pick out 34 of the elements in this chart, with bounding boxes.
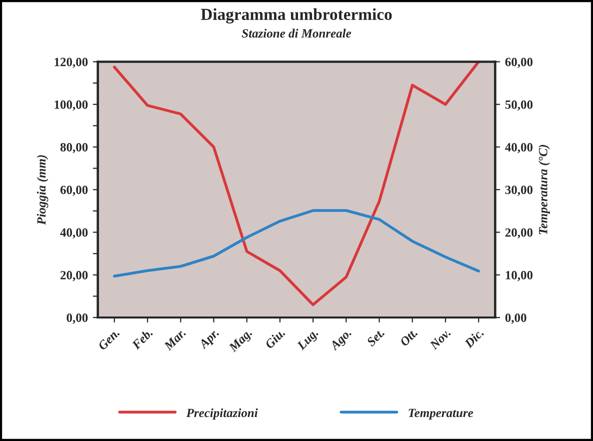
y2-tick-label: 10,00 <box>506 270 533 282</box>
y-tick-label: 120,00 <box>54 58 88 68</box>
y-tick-label: 100,00 <box>54 100 88 111</box>
x-tick-label: Ago. <box>329 328 354 353</box>
y2-tick-label: 0,00 <box>505 314 526 324</box>
chart-title: Diagramma umbrotermico <box>200 8 392 24</box>
y2-tick-label: 60,00 <box>505 58 533 68</box>
chart-subtitle: Stazione di Monreale <box>242 28 352 38</box>
y-tick-label: 40,00 <box>60 228 88 239</box>
y2-tick-label: 40,00 <box>505 143 533 154</box>
y-tick-label: 0,00 <box>66 314 88 324</box>
y-tick-label: 80,00 <box>60 143 88 154</box>
x-tick-label: Gen. <box>98 328 120 351</box>
x-tick-label: Mar. <box>163 328 186 352</box>
y2-tick-label: 30,00 <box>505 186 533 196</box>
y2-axis-title: Temperatura (°C) <box>538 144 550 234</box>
x-tick-label: Ott. <box>399 328 418 347</box>
x-tick-label: Giu. <box>264 328 286 350</box>
x-tick-label: Set. <box>366 328 385 347</box>
x-tick-label: Feb. <box>131 328 154 350</box>
x-tick-label: Mag. <box>228 328 254 354</box>
x-tick-label: Apr. <box>198 328 222 352</box>
x-tick-label: Dic. <box>464 328 484 349</box>
y2-tick-label: 50,00 <box>505 100 533 111</box>
y-axis-title: Pioggia (mm) <box>36 155 48 225</box>
y-tick-label: 60,00 <box>60 186 88 196</box>
line-series <box>113 209 480 278</box>
line-series <box>113 62 480 306</box>
y-tick-label: 20,00 <box>60 270 88 282</box>
legend-label: Temperature <box>408 408 474 420</box>
legend-label: Precipitazioni <box>186 408 258 420</box>
x-tick-label: Lug. <box>296 328 320 352</box>
x-tick-label: Nov. <box>429 328 452 350</box>
y2-tick-label: 20,00 <box>505 228 533 239</box>
